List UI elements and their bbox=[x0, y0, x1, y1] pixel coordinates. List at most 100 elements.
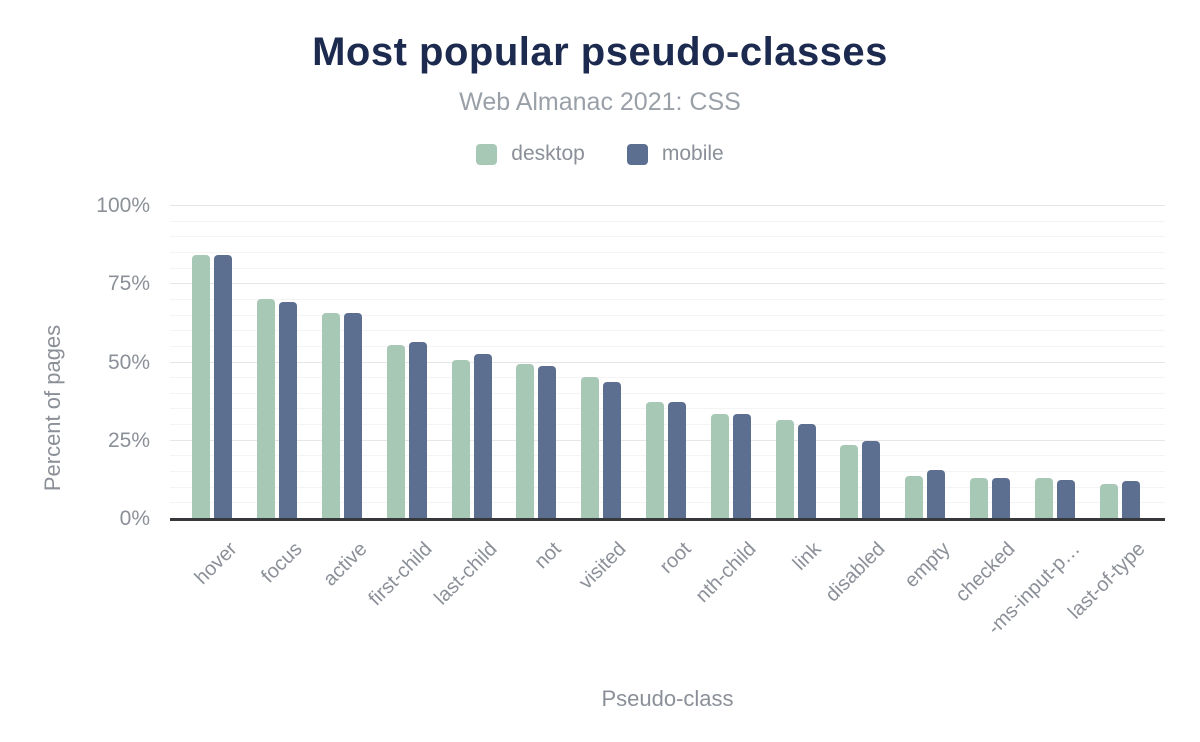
minor-gridline-5 bbox=[170, 502, 1165, 504]
bar-mobile-disabled bbox=[862, 441, 881, 519]
bar-mobile-active bbox=[343, 312, 362, 519]
bar-desktop-nth-child bbox=[710, 413, 729, 519]
minor-gridline-15 bbox=[170, 471, 1165, 473]
bar-desktop-last-child bbox=[451, 359, 470, 519]
legend-item-desktop[interactable]: desktop bbox=[476, 142, 585, 166]
x-label-not: not bbox=[530, 538, 566, 574]
x-axis-labels: hover focus active first-child last-child not… bbox=[170, 519, 1165, 679]
bar-group--ms-input-p… bbox=[1022, 206, 1087, 519]
x-label-checked: checked bbox=[951, 538, 1020, 607]
major-gridline-100 bbox=[170, 205, 1165, 206]
minor-gridline-90 bbox=[170, 236, 1165, 238]
bar-group-first-child bbox=[374, 206, 439, 519]
x-label-last-child: last-child bbox=[429, 538, 502, 610]
bar-group-not bbox=[504, 206, 569, 519]
bar-group-nth-child bbox=[698, 206, 763, 519]
x-label--ms-input-p…: -ms-input-p… bbox=[983, 538, 1085, 640]
x-axis-title: Pseudo-class bbox=[601, 686, 734, 711]
bar-mobile-focus bbox=[279, 302, 298, 519]
bar-group-link bbox=[763, 206, 828, 519]
minor-gridline-65 bbox=[170, 314, 1165, 316]
bar-mobile-first-child bbox=[408, 342, 427, 519]
chart-subtitle: Web Almanac 2021: CSS bbox=[459, 88, 741, 116]
x-label-active: active bbox=[319, 538, 372, 591]
bar-desktop--ms-input-p… bbox=[1034, 477, 1053, 519]
y-tick-25: 25% bbox=[107, 428, 150, 452]
bar-group-empty bbox=[893, 206, 958, 519]
x-label-link: link bbox=[788, 538, 826, 575]
bar-mobile-not bbox=[538, 366, 557, 519]
x-axis-line bbox=[170, 518, 1165, 521]
y-tick-75: 75% bbox=[107, 272, 150, 296]
legend-swatch-desktop bbox=[476, 143, 498, 165]
major-gridline-50 bbox=[170, 361, 1165, 363]
x-label-hover: hover bbox=[191, 538, 242, 589]
x-label-empty: empty bbox=[900, 538, 955, 593]
bar-mobile-checked bbox=[991, 478, 1010, 519]
bar-group-root bbox=[634, 206, 699, 519]
minor-gridline-55 bbox=[170, 345, 1165, 347]
bar-mobile-empty bbox=[927, 470, 946, 519]
legend-swatch-mobile bbox=[626, 143, 648, 165]
bar-desktop-empty bbox=[905, 476, 924, 519]
bar-desktop-disabled bbox=[840, 444, 859, 519]
minor-gridline-45 bbox=[170, 377, 1165, 379]
major-gridline-25 bbox=[170, 439, 1165, 441]
bar-desktop-root bbox=[645, 401, 664, 519]
bar-desktop-link bbox=[775, 420, 794, 519]
bar-desktop-last-of-type bbox=[1099, 483, 1118, 519]
y-tick-50: 50% bbox=[107, 350, 150, 374]
bar-desktop-not bbox=[516, 363, 535, 519]
bar-mobile-last-of-type bbox=[1121, 481, 1140, 519]
major-gridline-75 bbox=[170, 283, 1165, 285]
bar-group-last-of-type bbox=[1087, 206, 1152, 519]
bar-group-visited bbox=[569, 206, 634, 519]
minor-gridline-85 bbox=[170, 251, 1165, 253]
bar-desktop-checked bbox=[969, 478, 988, 519]
minor-gridline-30 bbox=[170, 424, 1165, 426]
minor-gridline-60 bbox=[170, 330, 1165, 332]
y-tick-100: 100% bbox=[96, 194, 150, 217]
bar-group-last-child bbox=[439, 206, 504, 519]
x-label-disabled: disabled bbox=[821, 538, 890, 607]
bar-mobile-root bbox=[667, 402, 686, 519]
legend: desktop mobile bbox=[0, 142, 1200, 166]
bar-mobile-last-child bbox=[473, 354, 492, 519]
minor-gridline-20 bbox=[170, 455, 1165, 457]
bar-mobile-visited bbox=[603, 381, 622, 519]
bar-group-hover bbox=[180, 206, 245, 519]
legend-item-mobile[interactable]: mobile bbox=[626, 142, 724, 166]
y-tick-0: 0% bbox=[119, 507, 150, 530]
minor-gridline-10 bbox=[170, 486, 1165, 488]
bar-desktop-first-child bbox=[386, 344, 405, 519]
bar-groups bbox=[170, 206, 1165, 519]
x-label-visited: visited bbox=[575, 538, 631, 594]
bar-mobile-link bbox=[797, 424, 816, 519]
minor-gridline-35 bbox=[170, 408, 1165, 410]
x-label-last-of-type: last-of-type bbox=[1063, 538, 1150, 624]
y-axis-ticks: 0% 25% 50% 75% 100% bbox=[0, 194, 162, 530]
bar-mobile-hover bbox=[214, 255, 233, 519]
bar-group-disabled bbox=[828, 206, 893, 519]
minor-gridline-70 bbox=[170, 298, 1165, 300]
x-label-first-child: first-child bbox=[364, 538, 437, 611]
bar-mobile-nth-child bbox=[732, 413, 751, 519]
legend-label-desktop: desktop bbox=[511, 142, 585, 165]
bar-group-active bbox=[310, 206, 375, 519]
x-label-nth-child: nth-child bbox=[691, 538, 761, 608]
minor-gridline-80 bbox=[170, 267, 1165, 269]
bar-desktop-focus bbox=[257, 298, 276, 519]
bar-desktop-active bbox=[321, 312, 340, 519]
bar-group-focus bbox=[245, 206, 310, 519]
chart-title: Most popular pseudo-classes bbox=[312, 30, 888, 74]
bar-desktop-visited bbox=[581, 377, 600, 519]
bar-desktop-hover bbox=[192, 254, 211, 519]
x-label-focus: focus bbox=[257, 538, 307, 588]
minor-gridline-40 bbox=[170, 392, 1165, 394]
x-label-root: root bbox=[655, 538, 696, 578]
legend-label-mobile: mobile bbox=[661, 142, 724, 165]
minor-gridline-95 bbox=[170, 220, 1165, 222]
plot-area bbox=[170, 205, 1165, 521]
bar-mobile--ms-input-p… bbox=[1056, 479, 1075, 519]
